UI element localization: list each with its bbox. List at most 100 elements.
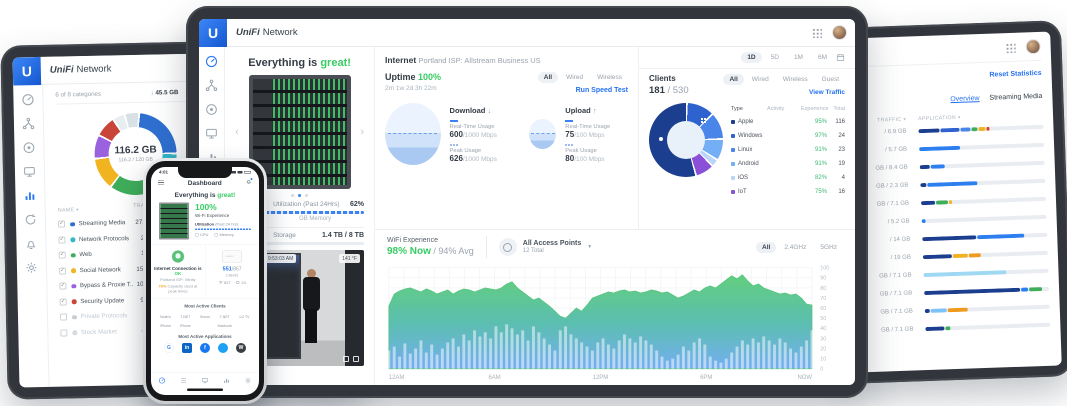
tab-wired[interactable]: Wired [566,74,584,81]
notifications-bell-icon[interactable] [246,178,253,187]
display-icon[interactable] [205,127,218,140]
run-speed-test-link[interactable]: Run Speed Test [575,87,628,94]
checkbox-checked[interactable]: ✓ [58,236,66,244]
tab-settings-icon[interactable] [245,377,252,384]
left-tablet-device: U UniFi Network 6 of 8 categories ↓ 45.5 … [0,38,366,400]
category-color-dot [70,237,75,242]
checkbox-checked[interactable]: ✓ [58,267,67,275]
status-time: 4:01 [159,169,169,175]
avatar[interactable] [1025,38,1041,55]
tab-wireless[interactable]: Wireless [597,74,622,81]
person-in-camera [307,268,317,278]
clients-icon[interactable] [205,103,218,116]
checkbox-unchecked[interactable] [59,313,68,321]
range-6m[interactable]: 6M [817,54,827,61]
checkbox-checked[interactable]: ✓ [58,251,66,259]
alerts-icon[interactable] [24,237,37,250]
tab-wireless[interactable]: Wireless [782,76,808,83]
list-item[interactable]: LG TV [239,315,250,319]
app-traffic-bar [924,286,1050,296]
list-item[interactable]: T-NET Macbook [217,315,232,328]
client-type-row[interactable]: Apple 95% 116 [731,115,845,129]
client-type-row[interactable]: iOS 82% 4 [731,171,845,185]
app-title: UniFi Network [236,27,298,38]
tab-statistics-icon[interactable] [223,377,230,384]
category-color-dot [71,299,77,304]
view-traffic-link[interactable]: View Traffic [808,89,845,96]
apps-grid-icon[interactable] [1005,42,1016,53]
client-type-row[interactable]: IoT 75% 16 [731,185,845,199]
camera-controls[interactable] [343,356,359,362]
tab-streaming-media[interactable]: Streaming Media [989,92,1043,102]
tab-overview[interactable]: Overview [950,95,980,104]
tab-all[interactable]: All [723,74,744,85]
checkbox-checked[interactable]: ✓ [59,282,67,290]
uptime-value: 100% [418,72,442,82]
client-type-row[interactable]: Android 91% 19 [731,157,845,171]
tab-all[interactable]: All [756,241,777,253]
right-header [857,38,1042,68]
tab-list-icon[interactable] [180,377,187,384]
carousel-dots[interactable] [235,189,364,201]
gateway-image [222,250,243,263]
phone-page-title: Dashboard [187,178,222,187]
tab-wired[interactable]: Wired [751,76,769,83]
checkbox-unchecked[interactable] [60,329,68,337]
history-icon[interactable] [24,213,37,226]
ap-selector-label[interactable]: All Access Points [522,240,582,247]
svg-text:0: 0 [820,367,823,373]
list-item[interactable]: Noah's iPhone [160,315,171,328]
app-traffic-bar [924,304,1050,314]
list-item[interactable]: T-NET iPhone [179,315,191,328]
chevron-down-icon[interactable]: ▼ [587,244,593,250]
client-type-row[interactable]: Windows 97% 24 [731,129,845,143]
wifi-experience-chart: 0 10 20 30 40 50 60 70 80 90 100 12AM 6AM 12PM 6PM NOW [387,262,843,384]
statistics-icon[interactable] [23,189,36,202]
storage-label: Storage [273,232,296,239]
uptime-duration: 2m 1w 2d 3h 22m [385,85,437,92]
clients-table-header: Type Activity Experience Total [731,106,845,112]
range-1m[interactable]: 1M [793,54,803,61]
tab-all[interactable]: All [537,72,559,83]
carousel-prev-icon[interactable]: ‹ [235,126,239,139]
checkbox-checked[interactable]: ✓ [58,220,66,228]
clients-donut-chart [649,103,723,177]
avatar[interactable] [832,25,847,40]
download-total: ↓ 45.5 GB [150,89,179,97]
tab-5ghz[interactable]: 5GHz [820,243,837,251]
clients-card[interactable]: 551/867 Clients 527 24 [205,245,259,298]
wifi-band-tabs: All 2.4GHz 5GHz [756,241,843,253]
home-indicator[interactable] [187,388,223,391]
range-1d[interactable]: 1D [741,52,762,63]
range-5d[interactable]: 5D [770,54,779,61]
app-traffic-bar [925,322,1051,332]
name-header[interactable]: NAME ▾ [57,207,79,214]
svg-text:6AM: 6AM [489,375,501,381]
carousel-next-icon[interactable]: › [360,126,364,139]
list-item[interactable]: Sonos [200,315,210,319]
checkbox-checked[interactable]: ✓ [59,298,67,306]
settings-icon[interactable] [25,261,38,274]
clients-icon[interactable] [22,141,35,154]
internet-connection-card[interactable]: Internet Connection is OK Portland ISP: … [151,245,206,299]
wifi-now-value: 98% Now / 94% Avg [387,246,474,257]
tab-guest[interactable]: Guest [821,76,839,83]
linkedin-icon: in [182,342,192,353]
client-type-row[interactable]: Linux 91% 23 [731,143,845,157]
app-traffic-bar [918,124,1044,134]
cpu-memory-row: CPU Memory [195,233,251,237]
tab-dashboard-icon[interactable] [158,377,165,384]
calendar-icon[interactable] [836,53,845,62]
apps-grid-icon[interactable] [812,27,822,38]
tab-24ghz[interactable]: 2.4GHz [784,243,807,251]
menu-icon[interactable] [158,180,164,185]
display-icon[interactable] [23,165,36,178]
dashboard-icon[interactable] [21,93,34,106]
reset-statistics-link[interactable]: Reset Statistics [989,69,1042,79]
dashboard-icon[interactable] [205,55,218,68]
devices-icon[interactable] [22,117,35,130]
clients-table: Type Activity Experience Total Apple 95% 1… [731,103,845,199]
svg-text:60: 60 [820,306,826,312]
tab-devices-icon[interactable] [201,377,208,384]
devices-icon[interactable] [205,79,218,92]
